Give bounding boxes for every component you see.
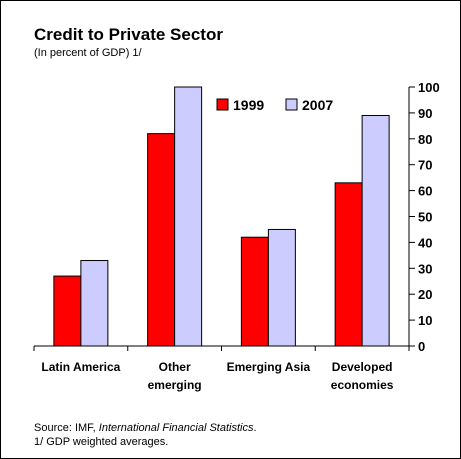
- y-tick-label-20: 20: [418, 287, 432, 302]
- bar-2007-2: [174, 86, 203, 347]
- legend-label-1999: 1999: [233, 97, 264, 113]
- category-label-2: Other emerging: [148, 360, 202, 392]
- category-label-1: Latin America: [41, 360, 120, 374]
- y-tick-label-80: 80: [418, 132, 432, 147]
- y-tick-label-100: 100: [418, 80, 440, 95]
- y-tick-label-90: 90: [418, 106, 432, 121]
- y-tick-label-30: 30: [418, 261, 432, 276]
- category-label-line: economies: [331, 378, 394, 392]
- category-label-line: Other: [159, 360, 191, 374]
- category-label-line: emerging: [148, 378, 202, 392]
- source-line: Source: IMF, International Financial Sta…: [34, 421, 257, 435]
- legend-swatch-2007: [285, 98, 298, 111]
- y-tick-label-50: 50: [418, 210, 432, 225]
- bar-1999-2: [147, 133, 176, 347]
- y-tick-label-60: 60: [418, 184, 432, 199]
- bar-1999-4: [334, 182, 363, 347]
- y-tick-label-40: 40: [418, 235, 432, 250]
- chart-title: Credit to Private Sector: [34, 25, 223, 44]
- bar-2007-4: [361, 114, 390, 347]
- category-label-3: Emerging Asia: [227, 360, 311, 374]
- legend-swatch-1999: [216, 98, 229, 111]
- chart-subtitle: (In percent of GDP) 1/: [34, 47, 142, 59]
- bar-2007-1: [80, 260, 109, 347]
- footnote: 1/ GDP weighted averages.: [34, 436, 169, 448]
- y-tick-label-10: 10: [418, 313, 432, 328]
- source-suffix: .: [253, 422, 257, 434]
- category-label-line: Latin America: [41, 360, 120, 374]
- source-note: Source: IMF, International Financial Sta…: [34, 421, 257, 449]
- legend-label-2007: 2007: [302, 97, 333, 113]
- category-label-line: Developed: [332, 360, 393, 374]
- y-tick-label-70: 70: [418, 158, 432, 173]
- category-label-line: Emerging Asia: [227, 360, 311, 374]
- source-prefix: Source: IMF,: [34, 422, 99, 434]
- category-label-4: Developed economies: [331, 360, 394, 392]
- source-publication: International Financial Statistics: [98, 422, 254, 434]
- bar-1999-1: [53, 275, 82, 347]
- y-tick-label-0: 0: [418, 339, 425, 354]
- bar-2007-3: [267, 228, 296, 347]
- bar-1999-3: [240, 236, 269, 347]
